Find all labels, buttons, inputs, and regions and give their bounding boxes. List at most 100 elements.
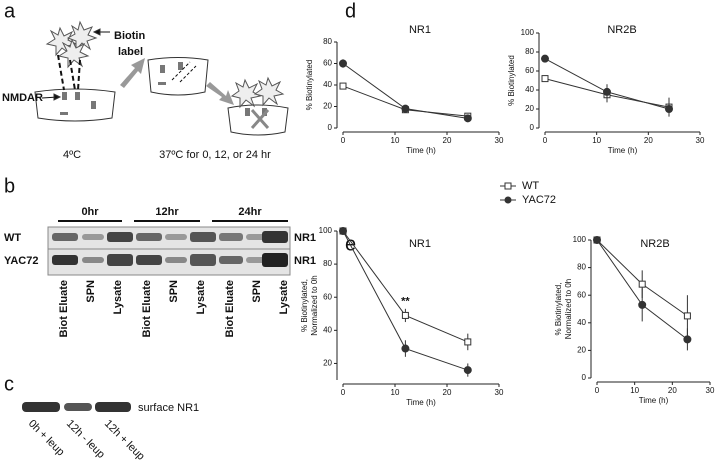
y-tick-label: 40 — [323, 80, 332, 89]
y-tick-label: 0 — [328, 123, 333, 132]
marker — [401, 311, 409, 319]
y-tick-label: 60 — [323, 59, 332, 68]
y-tick-label: 60 — [577, 290, 586, 299]
row-target: NR1 — [294, 232, 316, 244]
marker — [638, 280, 646, 288]
x-axis-label: Time (h) — [639, 396, 669, 405]
lane-label: Biot Eluate — [58, 280, 70, 337]
y-axis-label: % Biotinylated, — [300, 279, 309, 332]
x-tick-label: 0 — [341, 388, 346, 397]
lane-label: SPN — [251, 280, 263, 303]
diagram-label: Biotin — [114, 30, 145, 42]
series-line — [342, 230, 468, 343]
y-tick-label: 0 — [530, 123, 535, 132]
x-tick-label: 30 — [696, 136, 705, 145]
diagram-label: label — [118, 46, 143, 58]
y-axis-label: Normalized to 0h — [310, 275, 319, 335]
marker — [339, 82, 347, 90]
legend-marker — [504, 182, 512, 190]
marker — [683, 312, 691, 320]
lane-label: Biot Eluate — [224, 280, 236, 337]
marker — [401, 344, 410, 353]
lane-label: Lysate — [112, 280, 124, 314]
marker — [339, 59, 347, 68]
blot-label: surface NR1 — [138, 402, 199, 414]
x-tick-label: 30 — [706, 386, 715, 395]
marker — [593, 236, 601, 244]
x-tick-label: 30 — [495, 388, 504, 397]
marker — [541, 75, 549, 83]
y-tick-label: 100 — [573, 235, 587, 244]
x-tick-label: 30 — [495, 136, 504, 145]
y-tick-label: 80 — [323, 259, 332, 268]
condition-label: 37ºC for 0, 12, or 24 hr — [159, 149, 271, 161]
y-tick-label: 100 — [319, 226, 333, 235]
condition-label: 4ºC — [63, 149, 81, 161]
marker — [541, 54, 549, 63]
western-blot — [47, 220, 291, 276]
panel-label: a — [4, 0, 16, 22]
lane-label: 12h + leup — [102, 418, 147, 463]
marker — [463, 366, 472, 375]
legend-label: WT — [522, 180, 539, 192]
y-tick-label: 20 — [577, 346, 586, 355]
y-tick-label: 80 — [577, 263, 586, 272]
x-axis-label: Time (h) — [406, 146, 436, 155]
x-tick-label: 20 — [443, 136, 452, 145]
legend-marker — [504, 196, 512, 204]
chart-title: NR2B — [607, 24, 636, 36]
y-axis-label: % Biotinylated — [305, 60, 314, 111]
y-tick-label: 40 — [323, 325, 332, 334]
chart-title: NR1 — [409, 24, 431, 36]
marker — [665, 105, 673, 113]
diagram — [34, 20, 289, 136]
x-tick-label: 10 — [592, 136, 601, 145]
marker — [463, 114, 472, 123]
y-tick-label: 0 — [582, 373, 587, 382]
x-tick-label: 0 — [595, 386, 600, 395]
y-tick-label: 40 — [525, 85, 534, 94]
marker — [464, 338, 472, 346]
panel-label: c — [4, 373, 14, 395]
x-tick-label: 10 — [630, 386, 639, 395]
lane-label: Lysate — [278, 280, 290, 314]
western-blot — [22, 402, 131, 412]
time-header: 12hr — [155, 206, 179, 218]
x-tick-label: 10 — [391, 388, 400, 397]
marker — [401, 104, 410, 113]
panel-label: d — [345, 0, 356, 22]
x-tick-label: 0 — [543, 136, 548, 145]
y-axis-label: % Biotinylated — [507, 55, 516, 106]
marker — [339, 227, 347, 235]
marker — [683, 335, 692, 344]
panel-label: b — [4, 175, 15, 197]
annotation: ** — [401, 295, 410, 307]
chart-title: NR1 — [409, 238, 431, 250]
lane-label: Biot Eluate — [141, 280, 153, 337]
time-header: 24hr — [238, 206, 262, 218]
x-tick-label: 20 — [443, 388, 452, 397]
y-tick-label: 80 — [323, 37, 332, 46]
y-tick-label: 20 — [323, 102, 332, 111]
row-target: NR1 — [294, 255, 316, 267]
y-tick-label: 100 — [521, 28, 535, 37]
y-tick-label: 80 — [525, 47, 534, 56]
lane-label: Lysate — [195, 280, 207, 314]
row-label: WT — [4, 232, 21, 244]
y-tick-label: 20 — [525, 104, 534, 113]
y-axis-label: Normalized to 0h — [564, 279, 573, 339]
y-axis-label: % Biotinylated, — [554, 283, 563, 336]
y-tick-label: 40 — [577, 318, 586, 327]
lane-label: SPN — [168, 280, 180, 303]
lane-label: SPN — [85, 280, 97, 303]
x-tick-label: 10 — [391, 136, 400, 145]
marker — [638, 300, 647, 309]
x-tick-label: 20 — [644, 136, 653, 145]
y-tick-label: 60 — [323, 292, 332, 301]
x-axis-label: Time (h) — [406, 398, 436, 407]
x-axis-label: Time (h) — [608, 146, 638, 155]
lane-label: 12h - leup — [64, 418, 107, 461]
legend-label: YAC72 — [522, 194, 556, 206]
diagram-label: NMDAR — [2, 92, 43, 104]
lane-label: 0h + leup — [26, 418, 67, 459]
